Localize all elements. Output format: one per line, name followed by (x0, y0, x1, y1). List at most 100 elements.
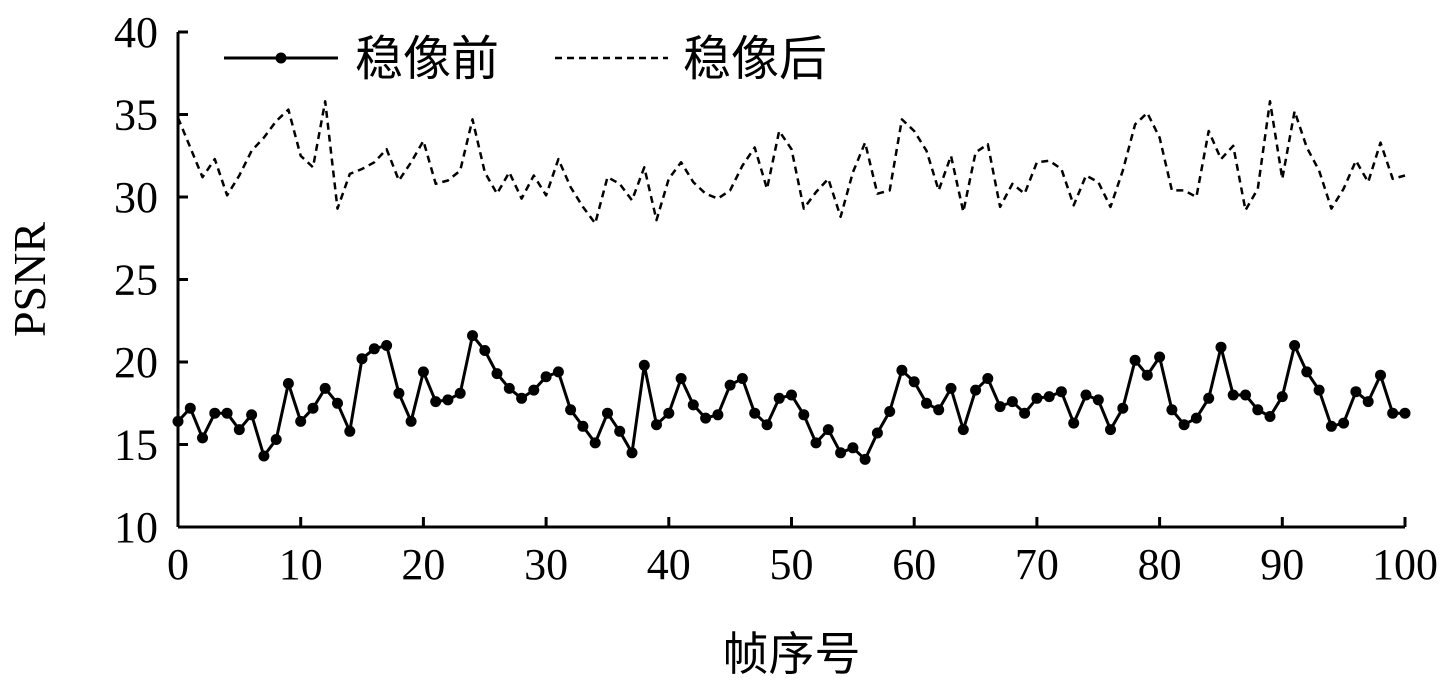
data-point (921, 397, 932, 409)
x-axis-title: 帧序号 (723, 629, 861, 680)
legend-marker-0 (275, 52, 287, 64)
data-point (393, 387, 405, 399)
data-point (246, 409, 258, 421)
x-tick-label: 50 (770, 540, 814, 589)
data-point (970, 384, 982, 396)
data-point (663, 407, 675, 419)
data-point (700, 412, 712, 424)
data-point (736, 373, 748, 384)
data-point (651, 419, 662, 431)
data-point (786, 389, 797, 401)
data-point (233, 424, 245, 436)
data-point (1080, 389, 1092, 401)
data-point (1264, 411, 1276, 422)
data-point (319, 382, 331, 394)
data-point (847, 442, 859, 454)
data-point (884, 406, 896, 417)
data-point (1006, 396, 1018, 408)
series-line-1 (176, 100, 1406, 225)
data-point (602, 407, 613, 419)
data-point (1313, 384, 1325, 396)
data-point (1215, 341, 1227, 353)
y-tick-label: 25 (114, 256, 158, 305)
x-tick-label: 40 (647, 540, 691, 589)
data-point (1338, 417, 1350, 429)
data-point (1252, 404, 1264, 416)
data-point (1375, 369, 1386, 381)
data-point (1055, 386, 1067, 398)
data-point (957, 424, 969, 436)
data-point (479, 345, 491, 356)
x-tick-label: 10 (279, 540, 323, 589)
x-tick-label: 90 (1260, 540, 1304, 589)
x-tick-label: 0 (167, 540, 189, 589)
x-tick-label: 30 (524, 540, 568, 589)
x-tick-label: 70 (1015, 540, 1059, 589)
data-point (1129, 354, 1141, 366)
data-point (417, 366, 429, 378)
data-point (344, 425, 356, 437)
data-point (1227, 389, 1239, 401)
data-point (1387, 407, 1399, 419)
data-point (307, 402, 319, 414)
y-tick-label: 20 (114, 338, 158, 387)
data-point (1178, 419, 1190, 431)
y-axis-title: PSNR (4, 222, 55, 337)
data-point (1289, 340, 1301, 351)
data-point (491, 368, 503, 380)
data-point (871, 427, 883, 439)
data-point (565, 404, 577, 416)
data-point (577, 420, 589, 432)
data-point (835, 447, 847, 459)
y-tick-label: 40 (114, 8, 158, 57)
data-point (933, 404, 945, 416)
data-point (822, 424, 834, 436)
data-point (1092, 394, 1104, 406)
data-point (896, 364, 908, 376)
data-point (810, 437, 822, 449)
data-point (945, 382, 957, 394)
data-point (1190, 412, 1202, 424)
data-point (381, 340, 393, 351)
data-point (516, 392, 528, 404)
data-point (1105, 424, 1116, 436)
data-point (1166, 404, 1178, 416)
data-point (1362, 396, 1374, 408)
data-point (1031, 392, 1043, 404)
data-point (221, 407, 233, 419)
data-point (1019, 407, 1031, 419)
data-point (773, 392, 785, 404)
data-point (994, 401, 1006, 413)
data-point (675, 373, 687, 384)
data-point (614, 425, 626, 437)
data-point (859, 453, 871, 465)
x-tick-label: 20 (401, 540, 445, 589)
data-point (430, 396, 442, 408)
data-point (638, 359, 650, 371)
data-point (282, 378, 294, 389)
data-point (442, 394, 454, 406)
data-point (467, 330, 478, 342)
data-point (454, 387, 466, 399)
x-tick-label: 100 (1372, 540, 1438, 589)
data-point (761, 419, 773, 431)
y-tick-label: 35 (114, 91, 158, 140)
x-tick-label: 80 (1138, 540, 1182, 589)
data-point (540, 371, 552, 383)
data-point (405, 415, 417, 427)
data-point (1399, 407, 1411, 419)
data-point (1043, 391, 1055, 403)
data-point (197, 432, 208, 444)
data-point (332, 397, 343, 409)
legend: 稳像前 稳像后 (224, 33, 827, 86)
data-point (368, 343, 380, 355)
data-point (1325, 420, 1337, 432)
data-point (503, 382, 515, 394)
data-point (749, 407, 761, 419)
series-layer (172, 100, 1411, 465)
data-point (1203, 392, 1215, 404)
data-point (270, 434, 282, 445)
data-point (589, 437, 601, 449)
